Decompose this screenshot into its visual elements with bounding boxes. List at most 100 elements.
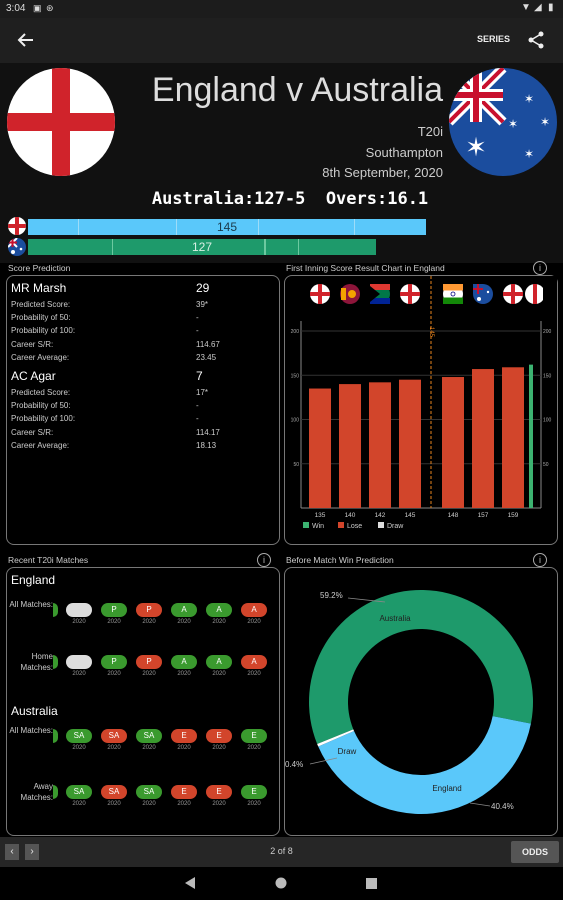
signal-icon: ◢ <box>534 2 542 13</box>
score-prediction-panel: MR Marsh 29 Predicted Score: 39* Probability… <box>6 275 280 545</box>
team-flag-aus-icon <box>473 284 493 304</box>
bar-145 <box>399 379 421 508</box>
result-pill[interactable]: P <box>66 655 92 669</box>
recent-matches-panel: England All Matches: P 2020 P 2020 P 2020 A 2020 A… <box>6 567 280 836</box>
app-icon: ⊛ <box>46 3 54 13</box>
bottom-bar: ‹ › 2 of 8 ODDS <box>0 837 563 867</box>
result-pill[interactable]: A <box>241 603 267 617</box>
stat-label: Career Average: <box>11 440 70 450</box>
nav-home-icon[interactable] <box>275 877 287 889</box>
match-header: ✶ ✶ ✶ ✶ ✶ England v Australia T20i South… <box>0 63 563 263</box>
result-year: 2020 <box>107 745 121 751</box>
result-pill[interactable]: A <box>206 603 232 617</box>
leader-line <box>347 597 386 603</box>
notification-icon: ▣ <box>33 3 42 13</box>
page-indicator: 2 of 8 <box>270 846 293 856</box>
result-year: 2020 <box>107 671 121 677</box>
result-pill[interactable]: E <box>241 785 267 799</box>
stat-value: - <box>196 414 199 424</box>
result-year: 2020 <box>247 801 261 807</box>
legend-label: Draw <box>387 523 404 530</box>
legend-label: Win <box>312 523 324 530</box>
status-time: 3:04 <box>6 3 26 14</box>
nav-back-icon[interactable] <box>184 877 196 889</box>
leader-line <box>469 802 491 807</box>
marker-label: 145 <box>428 327 434 338</box>
result-pill[interactable]: SA <box>136 729 162 743</box>
odds-button[interactable]: ODDS <box>511 841 559 863</box>
result-year: 2020 <box>177 745 191 751</box>
bar-142 <box>369 382 391 508</box>
england-mini-flag <box>8 217 26 235</box>
x-tick-label: 145 <box>405 512 416 519</box>
stat-label: Probability of 50: <box>11 313 71 323</box>
row-label: Home Matches: <box>20 652 53 672</box>
next-page-button[interactable]: › <box>25 844 39 860</box>
stat-value: 17* <box>196 388 209 397</box>
result-pill[interactable]: A <box>171 655 197 669</box>
result-pill[interactable]: E <box>241 729 267 743</box>
team-flag-partial-icon <box>525 276 557 316</box>
result-pill[interactable]: A <box>241 655 267 669</box>
match-format: T20i <box>417 124 443 139</box>
stat-value: 23.45 <box>196 352 217 362</box>
legend-label: Lose <box>347 523 362 530</box>
team-flag-ind-icon <box>443 284 463 304</box>
series-button[interactable]: SERIES <box>477 34 511 44</box>
info-icon[interactable]: i <box>533 261 547 275</box>
result-pill[interactable]: P <box>136 603 162 617</box>
bar-157 <box>472 369 494 508</box>
result-year: 2020 <box>72 671 86 677</box>
system-nav-bar <box>0 867 563 900</box>
info-icon[interactable]: i <box>257 553 271 567</box>
result-pill[interactable]: E <box>206 729 232 743</box>
slice-australia <box>309 590 533 744</box>
result-pill[interactable]: P <box>101 603 127 617</box>
team-flag-sa-icon <box>370 284 390 304</box>
result-year: 2020 <box>177 671 191 677</box>
result-pill[interactable]: SA <box>136 785 162 799</box>
share-icon[interactable] <box>527 31 545 49</box>
result-pill[interactable]: SA <box>66 729 92 743</box>
result-pill[interactable]: P <box>101 655 127 669</box>
back-arrow-icon[interactable] <box>16 32 34 48</box>
result-pill[interactable]: SA <box>101 785 127 799</box>
match-venue: Southampton <box>365 145 443 160</box>
score-prediction-title: Score Prediction <box>8 263 71 273</box>
result-pill[interactable]: E <box>171 785 197 799</box>
england-flag <box>7 68 115 176</box>
result-pill[interactable]: E <box>171 729 197 743</box>
slice-label-draw: Draw <box>338 747 357 756</box>
win-prediction-panel: Australia 59.2% England 40.4% Draw 0.4% <box>284 567 558 836</box>
result-pill[interactable]: P <box>136 655 162 669</box>
player-name: MR Marsh <box>11 281 67 295</box>
x-tick-label: 135 <box>315 512 326 519</box>
prev-page-button[interactable]: ‹ <box>5 844 19 860</box>
result-pill[interactable]: A <box>171 603 197 617</box>
info-icon[interactable]: i <box>533 553 547 567</box>
result-year: 2020 <box>212 671 226 677</box>
recent-matches-title: Recent T20i Matches <box>8 555 89 565</box>
leader-line <box>309 757 338 765</box>
x-tick-label: 140 <box>345 512 356 519</box>
x-tick-label: 142 <box>375 512 386 519</box>
team-flag-sl-icon <box>340 284 360 304</box>
win-prediction-title: Before Match Win Prediction <box>286 555 394 565</box>
stat-value: 39* <box>196 300 209 309</box>
result-pill[interactable]: SA <box>101 729 127 743</box>
result-pill[interactable]: P <box>66 603 92 617</box>
slice-label-australia: Australia <box>379 614 411 623</box>
status-bar: 3:04 ▣ ⊛ ▼ ◢ ▮ <box>0 0 563 18</box>
australia-mini-flag <box>8 238 26 256</box>
result-pill[interactable]: E <box>206 785 232 799</box>
result-year: 2020 <box>142 671 156 677</box>
result-year: 2020 <box>247 671 261 677</box>
australia-flag: ✶ ✶ ✶ ✶ ✶ <box>449 68 557 176</box>
svg-text:✶: ✶ <box>540 115 550 129</box>
y-tick-label-right: 100 <box>543 418 552 424</box>
result-pill[interactable]: A <box>206 655 232 669</box>
row-label: All Matches: <box>9 726 53 735</box>
result-pill[interactable]: SA <box>66 785 92 799</box>
nav-recents-icon[interactable] <box>366 878 377 889</box>
result-year: 2020 <box>247 619 261 625</box>
